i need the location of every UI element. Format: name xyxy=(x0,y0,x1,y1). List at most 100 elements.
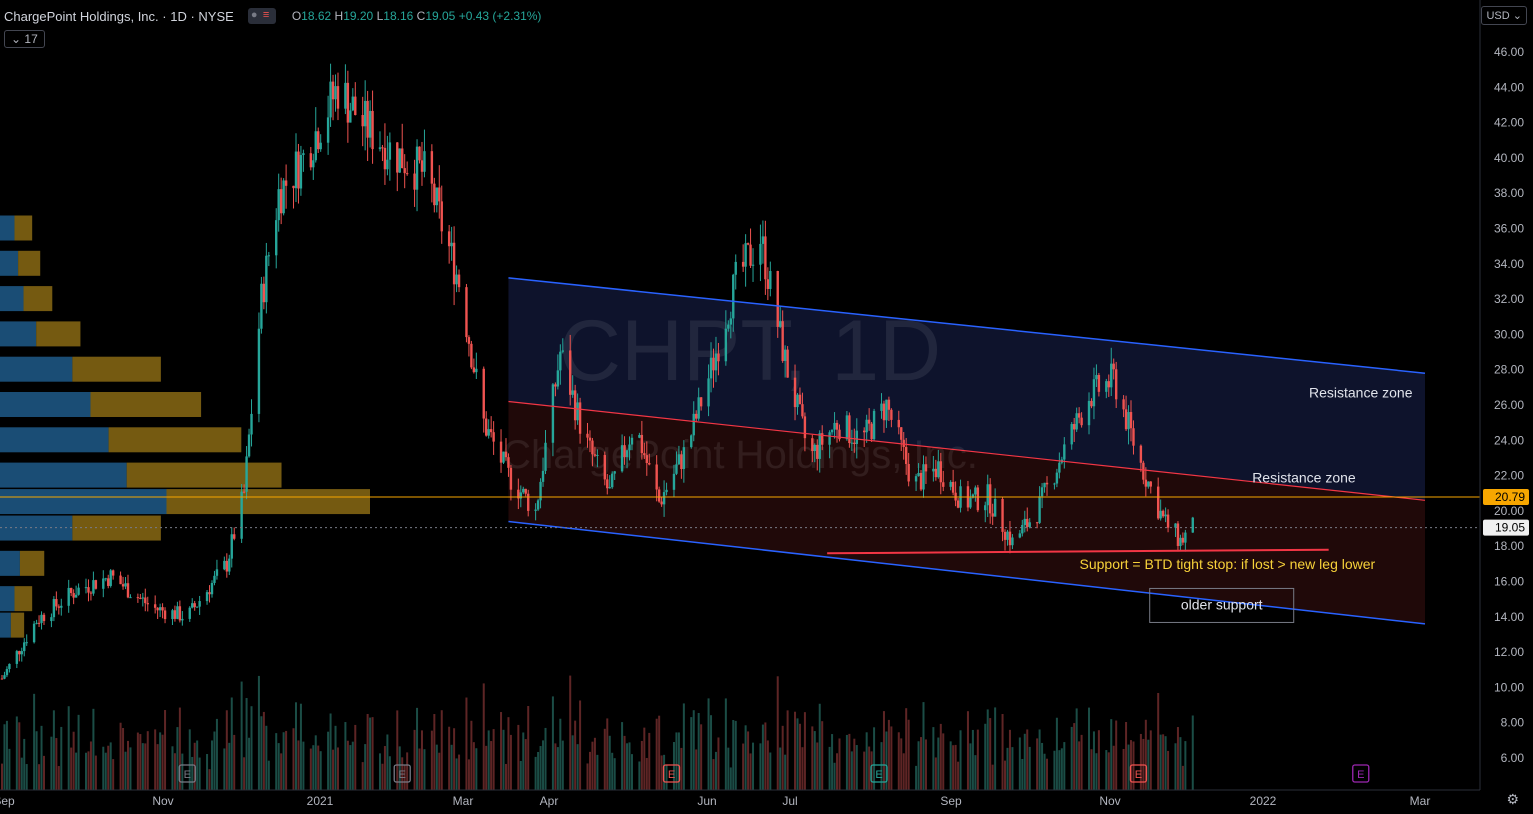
candle-body xyxy=(648,462,651,465)
volume-bar xyxy=(75,752,78,790)
settings-gear-icon[interactable]: ⚙ xyxy=(1506,791,1519,807)
volume-profile-bar xyxy=(90,392,202,417)
price-axis-tick: 16.00 xyxy=(1494,575,1524,589)
candle-body xyxy=(976,487,980,511)
price-axis-tick: 10.00 xyxy=(1494,680,1524,694)
candle-body xyxy=(1097,375,1101,392)
volume-bar xyxy=(208,769,211,790)
flag-icon[interactable]: ● ≡ xyxy=(247,8,276,24)
volume-bar xyxy=(890,726,893,790)
volume-bar xyxy=(213,731,216,790)
volume-bar xyxy=(1167,750,1170,790)
candle-body xyxy=(173,610,177,619)
price-badge xyxy=(1483,488,1529,505)
volume-bar xyxy=(524,739,527,790)
candle-body xyxy=(1107,381,1110,388)
volume-bar xyxy=(794,711,797,790)
volume-bar xyxy=(1149,730,1152,790)
volume-bar xyxy=(230,697,233,790)
candle-body xyxy=(707,378,710,407)
volume-bar xyxy=(544,727,547,790)
volume-bar xyxy=(38,764,41,790)
candle-body xyxy=(351,96,355,111)
candle-body xyxy=(786,349,789,378)
candle-body xyxy=(536,500,540,510)
volume-bar xyxy=(1157,692,1160,790)
volume-bar xyxy=(606,718,609,790)
volume-bar xyxy=(198,757,201,790)
currency-selector[interactable]: USD ⌄ xyxy=(1481,6,1527,25)
candle-body xyxy=(781,321,784,361)
candle-body xyxy=(1139,445,1143,463)
candle-body xyxy=(620,445,624,472)
candle-body xyxy=(559,351,562,371)
volume-bar xyxy=(257,675,260,790)
volume-indicator-pill[interactable]: ⌄ 17 xyxy=(4,30,45,48)
candle-body xyxy=(233,534,236,539)
volume-bar xyxy=(475,748,478,790)
volume-bar xyxy=(831,734,834,790)
candle-body xyxy=(178,606,182,621)
volume-bar xyxy=(467,759,470,790)
volume-bar xyxy=(776,676,779,790)
time-axis-tick: Apr xyxy=(540,794,559,808)
volume-bar xyxy=(119,722,122,790)
volume-bar xyxy=(971,729,974,790)
volume-bar xyxy=(672,742,675,790)
volume-bar xyxy=(327,731,330,790)
candle-body xyxy=(77,587,80,595)
candle-body xyxy=(144,597,147,604)
volume-profile-bar xyxy=(108,427,242,453)
price-axis-tick: 22.00 xyxy=(1494,469,1524,483)
candle-body xyxy=(779,321,782,327)
volume-bar xyxy=(248,737,251,790)
candle-body xyxy=(741,261,745,267)
volume-bar xyxy=(786,710,789,790)
candle-body xyxy=(724,328,728,362)
watermark-symbol: CHPT, 1D xyxy=(559,303,941,399)
volume-bar xyxy=(60,726,63,790)
volume-profile-bar xyxy=(0,356,73,382)
candle-body xyxy=(1179,537,1182,546)
price-axis-tick: 42.00 xyxy=(1494,116,1524,130)
volume-bar xyxy=(677,732,680,790)
volume-bar xyxy=(781,725,784,790)
volume-bar xyxy=(905,708,908,790)
candle-body xyxy=(435,187,439,206)
volume-bar xyxy=(55,738,58,790)
symbol-name[interactable]: ChargePoint Holdings, Inc. xyxy=(4,8,159,24)
volume-bar xyxy=(976,729,979,790)
volume-bar xyxy=(714,751,717,790)
interval[interactable]: 1D xyxy=(170,8,187,24)
candle-body xyxy=(993,498,997,517)
volume-profile-bar xyxy=(0,612,11,638)
price-badge-label: 19.05 xyxy=(1495,521,1525,535)
volume-bar xyxy=(228,742,231,790)
volume-bar xyxy=(907,719,910,790)
candle-body xyxy=(111,570,115,576)
volume-bar xyxy=(924,739,927,790)
candle-body xyxy=(697,397,700,419)
chart-annotation: older support xyxy=(1181,596,1263,612)
candle-body xyxy=(887,399,891,410)
earnings-marker xyxy=(178,764,196,783)
volume-bar xyxy=(334,725,337,790)
volume-bar xyxy=(1112,745,1115,790)
volume-bar xyxy=(20,757,23,790)
candle-body xyxy=(1058,462,1061,473)
volume-bar xyxy=(816,742,819,790)
candle-body xyxy=(25,642,28,644)
volume-bar xyxy=(759,743,762,790)
volume-bar xyxy=(717,737,720,790)
volume-bar xyxy=(173,753,176,790)
candle-body xyxy=(534,509,537,511)
volume-bar xyxy=(863,751,866,790)
volume-bar xyxy=(84,752,87,790)
candle-body xyxy=(907,463,910,482)
high-value: 19.20 xyxy=(343,9,374,23)
candle-body xyxy=(504,451,508,458)
candle-body xyxy=(15,651,19,664)
candle-body xyxy=(1023,518,1026,525)
candle-body xyxy=(606,479,609,489)
